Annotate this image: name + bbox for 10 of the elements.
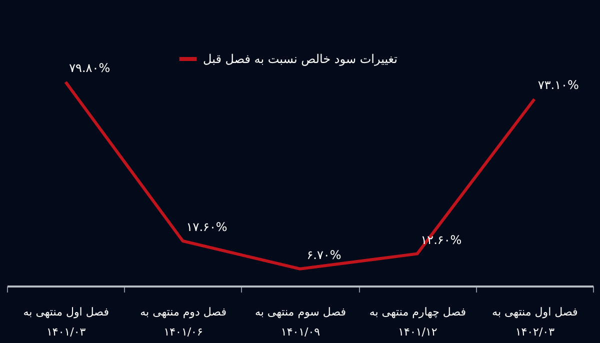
data-label: ۶.۷۰% [306, 248, 342, 262]
x-tick-label: فصل اول منتهی به ۱۴۰۲/۰۳ [492, 306, 578, 338]
x-tick-label: فصل سوم منتهی به ۱۴۰۱/۰۹ [254, 306, 346, 338]
data-label: ۱۷.۶۰% [186, 220, 228, 234]
data-label: ۷۹.۸۰% [69, 61, 110, 75]
x-tick-label: فصل چهارم منتهی به ۱۴۰۱/۱۲ [369, 306, 466, 338]
x-tick-label: فصل اول منتهی به ۱۴۰۱/۰۳ [23, 306, 109, 338]
data-label: ۷۳.۱۰% [538, 78, 579, 92]
x-tick-label: فصل دوم منتهی به ۱۴۰۱/۰۶ [140, 306, 226, 338]
legend-label: تغییرات سود خالص نسبت به فصل قبل [203, 52, 398, 66]
